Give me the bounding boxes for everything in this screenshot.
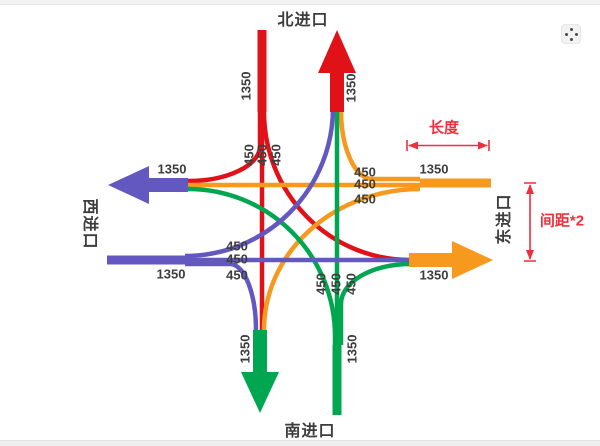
south-entry-volume: 1350 [344,334,360,364]
north-approach-flows [187,30,411,332]
spacing-annotation-label: 间距*2 [539,212,585,230]
east-approach-flows [186,109,491,331]
length-dim-arrow-left-icon [408,141,418,150]
spacing-dim-arrow-down-icon [526,250,534,260]
length-dimension [406,140,490,151]
north-left-turn-flow [261,110,411,263]
east-right-turn-flow [338,109,420,182]
south-right-turn-volume: 450 [343,273,359,295]
spacing-dimension [524,182,536,262]
south-right-turn-flow [338,261,411,345]
east-right-turn-volume: 450 [354,164,376,180]
north-entry-volume: 1350 [238,71,254,101]
east-left-turn-flow [261,186,421,331]
south-left-turn-flow [187,186,338,345]
west-entry-volume: 1350 [156,266,186,282]
east-entry-volume: 1350 [419,161,449,177]
length-dim-arrow-right-icon [478,141,488,150]
south-through-volume: 450 [328,273,344,295]
spacing-dim-arrow-up-icon [526,184,534,194]
north-left-turn-volume: 450 [268,144,284,166]
bottom-edge-strip [0,440,600,446]
east-approach-label: 东进口 [496,193,513,245]
east-through-volume: 450 [354,176,376,192]
north-right-turn-flow [187,110,263,184]
move-handle-button[interactable] [561,24,581,44]
west-exit-arrow [108,166,188,204]
east-left-turn-volume: 450 [354,191,376,207]
west-left-turn-flow [184,107,336,259]
west-exit-volume: 1350 [157,161,187,177]
south-left-turn-volume: 450 [313,273,329,295]
west-approach-label: 西进口 [81,198,98,250]
west-approach-flows [107,107,410,331]
top-edge-strip [0,0,600,5]
north-exit-volume: 1350 [343,73,359,103]
west-right-turn-flow [185,261,259,331]
south-approach-label: 南进口 [284,423,336,440]
west-through-volume: 450 [226,251,248,267]
length-dimension-line [406,140,490,151]
length-annotation-label: 长度 [428,119,460,137]
west-left-turn-volume: 450 [226,238,248,254]
spacing-dimension-line [524,182,536,262]
north-exit-arrow [318,30,356,112]
south-approach-flows [187,108,411,415]
south-exit-arrow [241,330,279,413]
north-through-volume: 450 [254,144,270,166]
arrows-move-icon [564,27,578,41]
east-exit-volume: 1350 [419,267,449,283]
west-right-turn-volume: 450 [226,267,248,283]
south-exit-volume: 1350 [237,334,253,364]
east-exit-arrow [409,241,493,279]
north-approach-label: 北进口 [277,12,329,29]
